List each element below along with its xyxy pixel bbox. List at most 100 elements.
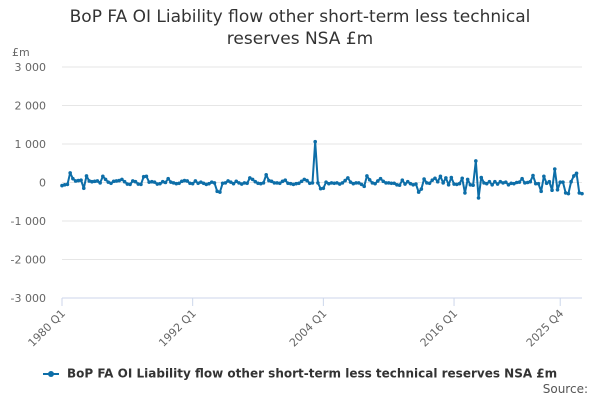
data-point[interactable] bbox=[525, 180, 530, 185]
data-point[interactable] bbox=[125, 182, 130, 186]
data-point[interactable] bbox=[506, 183, 511, 187]
data-point[interactable] bbox=[253, 179, 258, 184]
data-point[interactable] bbox=[479, 175, 484, 180]
data-point[interactable] bbox=[141, 174, 146, 179]
data-point[interactable] bbox=[237, 181, 241, 185]
data-point[interactable] bbox=[446, 183, 451, 187]
data-point[interactable] bbox=[520, 176, 524, 181]
data-point[interactable] bbox=[327, 181, 331, 186]
data-point[interactable] bbox=[395, 183, 399, 187]
data-point[interactable] bbox=[454, 182, 459, 187]
data-point[interactable] bbox=[561, 180, 565, 184]
data-point[interactable] bbox=[92, 179, 97, 184]
data-point[interactable] bbox=[552, 167, 557, 171]
data-point[interactable] bbox=[403, 182, 407, 186]
data-point[interactable] bbox=[386, 181, 391, 185]
data-point[interactable] bbox=[474, 159, 478, 163]
data-point[interactable] bbox=[109, 181, 113, 186]
data-point[interactable] bbox=[163, 180, 168, 185]
data-point[interactable] bbox=[577, 191, 582, 195]
data-point[interactable] bbox=[563, 191, 568, 195]
data-point[interactable] bbox=[313, 139, 317, 144]
data-point[interactable] bbox=[209, 180, 214, 184]
data-point[interactable] bbox=[544, 181, 549, 186]
data-point[interactable] bbox=[536, 181, 541, 186]
data-point[interactable] bbox=[580, 191, 584, 196]
data-point[interactable] bbox=[144, 174, 149, 179]
data-point[interactable] bbox=[408, 181, 413, 186]
data-point[interactable] bbox=[294, 181, 298, 186]
data-point[interactable] bbox=[147, 180, 151, 184]
data-point[interactable] bbox=[574, 171, 579, 176]
data-point[interactable] bbox=[226, 179, 230, 183]
data-point[interactable] bbox=[495, 182, 500, 186]
data-point[interactable] bbox=[411, 183, 416, 187]
data-point[interactable] bbox=[566, 191, 571, 196]
data-point[interactable] bbox=[158, 181, 162, 186]
data-point[interactable] bbox=[318, 186, 323, 191]
data-point[interactable] bbox=[463, 191, 467, 195]
data-point[interactable] bbox=[381, 179, 386, 184]
data-point[interactable] bbox=[302, 177, 307, 182]
data-point[interactable] bbox=[272, 181, 277, 185]
data-point[interactable] bbox=[555, 188, 560, 192]
data-point[interactable] bbox=[547, 179, 552, 184]
data-point[interactable] bbox=[316, 181, 320, 185]
data-point[interactable] bbox=[231, 181, 236, 186]
data-point[interactable] bbox=[498, 179, 503, 184]
data-point[interactable] bbox=[512, 181, 516, 186]
data-point[interactable] bbox=[422, 177, 426, 181]
data-point[interactable] bbox=[384, 181, 388, 185]
data-point[interactable] bbox=[468, 183, 473, 187]
data-point[interactable] bbox=[528, 179, 533, 184]
data-point[interactable] bbox=[356, 181, 361, 185]
data-point[interactable] bbox=[201, 181, 206, 186]
data-point[interactable] bbox=[90, 179, 94, 184]
data-point[interactable] bbox=[310, 181, 315, 185]
data-point[interactable] bbox=[493, 179, 497, 184]
data-point[interactable] bbox=[465, 177, 470, 182]
data-point[interactable] bbox=[514, 180, 519, 185]
data-point[interactable] bbox=[299, 179, 304, 184]
data-point[interactable] bbox=[430, 178, 435, 182]
data-point[interactable] bbox=[438, 174, 443, 179]
data-point[interactable] bbox=[449, 175, 454, 180]
data-point[interactable] bbox=[204, 182, 209, 187]
data-point[interactable] bbox=[111, 179, 116, 184]
data-point[interactable] bbox=[76, 178, 81, 183]
data-point[interactable] bbox=[122, 179, 127, 184]
data-point[interactable] bbox=[288, 181, 293, 186]
data-point[interactable] bbox=[476, 196, 481, 200]
data-point[interactable] bbox=[324, 180, 328, 184]
data-point[interactable] bbox=[321, 186, 326, 191]
data-point[interactable] bbox=[484, 181, 489, 186]
legend[interactable]: BoP FA OI Liability flow other short-ter… bbox=[0, 366, 600, 381]
data-point[interactable] bbox=[199, 180, 203, 184]
data-point[interactable] bbox=[414, 182, 418, 186]
data-point[interactable] bbox=[335, 181, 339, 185]
data-point[interactable] bbox=[337, 182, 342, 186]
data-point[interactable] bbox=[351, 181, 356, 186]
data-point[interactable] bbox=[117, 178, 121, 183]
data-point[interactable] bbox=[359, 182, 364, 187]
data-point[interactable] bbox=[155, 182, 160, 186]
data-point[interactable] bbox=[503, 180, 508, 184]
data-point[interactable] bbox=[190, 181, 195, 186]
data-point[interactable] bbox=[239, 182, 244, 186]
data-point[interactable] bbox=[572, 174, 576, 178]
data-point[interactable] bbox=[207, 181, 211, 186]
data-point[interactable] bbox=[128, 182, 132, 187]
data-point[interactable] bbox=[378, 176, 383, 181]
data-point[interactable] bbox=[533, 181, 538, 186]
data-point[interactable] bbox=[441, 181, 445, 185]
data-point[interactable] bbox=[367, 178, 372, 182]
data-point[interactable] bbox=[179, 179, 184, 184]
data-point[interactable] bbox=[68, 171, 72, 175]
data-point[interactable] bbox=[103, 177, 108, 182]
data-point[interactable] bbox=[130, 179, 135, 183]
data-point[interactable] bbox=[220, 181, 225, 186]
data-point[interactable] bbox=[152, 180, 157, 184]
data-point[interactable] bbox=[139, 182, 143, 187]
data-point[interactable] bbox=[558, 180, 563, 184]
data-point[interactable] bbox=[297, 181, 301, 186]
